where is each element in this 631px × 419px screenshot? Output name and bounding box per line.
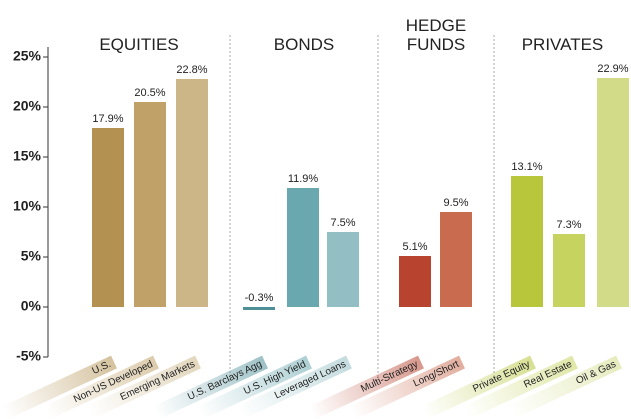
bar: [134, 102, 166, 307]
bar: [327, 232, 359, 307]
y-tick-label: 20%: [13, 98, 42, 114]
group-title-text: EQUITIES: [99, 35, 179, 54]
bar: [553, 234, 585, 307]
value-label: 13.1%: [511, 161, 542, 173]
value-label: 17.9%: [92, 113, 123, 125]
value-label: -0.3%: [245, 292, 274, 304]
bar: [176, 79, 208, 307]
y-tick-label: 25%: [13, 48, 42, 64]
y-tick-label: 0%: [21, 298, 42, 314]
bar: [511, 176, 543, 307]
bar: [243, 307, 275, 310]
value-label: 22.8%: [176, 64, 207, 76]
group-title: HEDGE FUNDS: [378, 0, 494, 54]
y-tick-label: -5%: [16, 348, 41, 364]
group-title-text: BONDS: [273, 35, 335, 54]
bar: [287, 188, 319, 307]
value-label: 7.3%: [556, 219, 581, 231]
bar: [399, 256, 431, 307]
group-title: EQUITIES: [48, 0, 230, 54]
y-tick-label: 5%: [21, 248, 42, 264]
value-label: 9.5%: [443, 197, 468, 209]
y-tick-label: 15%: [13, 148, 42, 164]
category-stripe: [463, 355, 578, 419]
value-label: 22.9%: [597, 63, 628, 75]
category-stripe: [197, 355, 312, 419]
category-stripe: [237, 355, 352, 419]
category-stripe: [44, 355, 159, 419]
group-title: BONDS: [230, 0, 378, 54]
category-stripe: [86, 355, 201, 419]
value-label: 11.9%: [288, 173, 319, 185]
bar: [440, 212, 472, 307]
category-stripe: [507, 355, 622, 419]
bar: [92, 128, 124, 307]
value-label: 20.5%: [134, 87, 165, 99]
group-title-text: PRIVATES: [521, 35, 604, 54]
bar: [597, 78, 629, 307]
value-label: 7.5%: [330, 217, 355, 229]
value-label: 5.1%: [402, 241, 427, 253]
y-tick-label: 10%: [13, 198, 42, 214]
group-title-text: HEDGE FUNDS: [405, 16, 467, 54]
category-stripe: [153, 355, 268, 419]
category-stripe: [2, 355, 117, 419]
category-stripe: [350, 355, 465, 419]
category-stripe: [421, 355, 536, 419]
category-stripe: [309, 355, 424, 419]
category-tag: U.S.: [2, 355, 117, 419]
group-title: PRIVATES: [494, 0, 631, 54]
